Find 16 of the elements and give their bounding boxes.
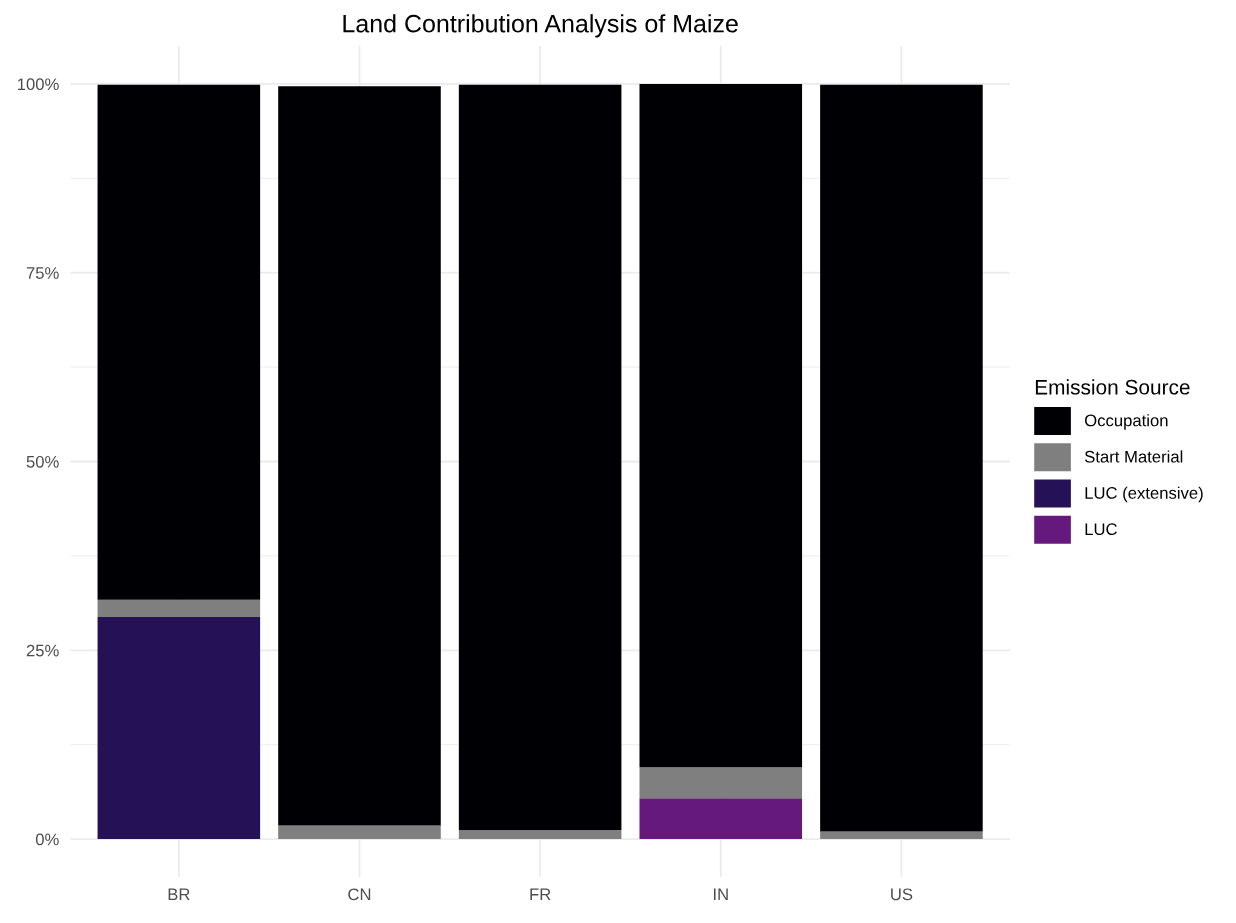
x-tick-label: US: [891, 888, 913, 901]
legend-label: LUC: [1085, 523, 1117, 536]
legend-label: Occupation: [1084, 414, 1168, 430]
legend-label: Start Material: [1084, 450, 1183, 463]
y-tick-label: 100%: [17, 78, 59, 91]
y-tick-label: 50%: [26, 455, 59, 468]
y-tick-label: 25%: [26, 644, 59, 657]
x-tick-label: BR: [168, 888, 190, 901]
legend-title: Emission Source: [1035, 379, 1190, 395]
x-tick-label: IN: [713, 888, 728, 901]
legend-label: LUC (extensive): [1085, 486, 1203, 503]
x-tick-label: FR: [530, 888, 551, 901]
chart-title: Land Contribution Analysis of Maize: [343, 14, 738, 38]
y-tick-label: 75%: [26, 267, 59, 279]
y-tick-label: 0%: [35, 833, 59, 846]
x-tick-label: CN: [348, 888, 371, 901]
